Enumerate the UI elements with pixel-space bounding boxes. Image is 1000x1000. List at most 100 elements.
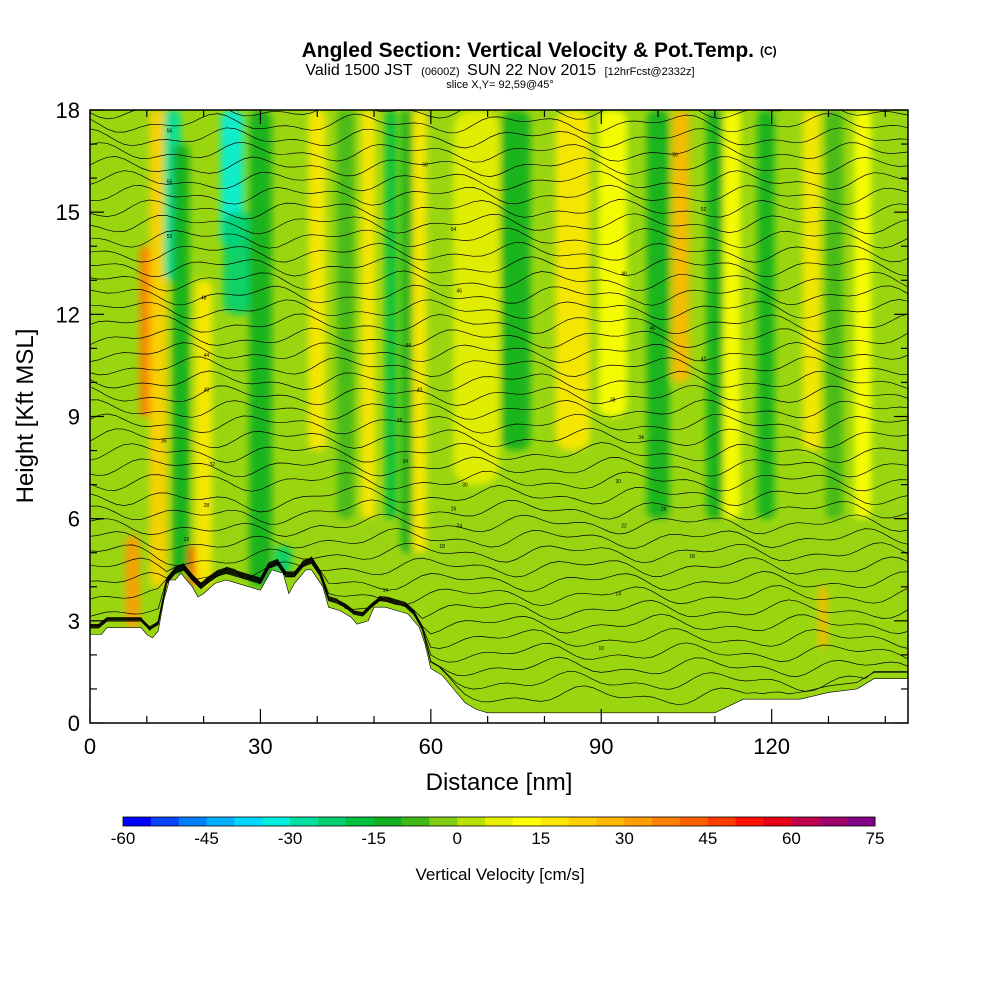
theta-contours bbox=[90, 110, 908, 706]
velocity-feature-18 bbox=[501, 110, 531, 451]
theta-label-5: 40 bbox=[204, 387, 210, 393]
colorbar-label-75: 75 bbox=[866, 829, 885, 848]
theta-label-2: 52 bbox=[167, 234, 173, 240]
theta-label-31: 22 bbox=[621, 523, 627, 529]
theta-label-4: 44 bbox=[204, 353, 210, 359]
velocity-feature-11 bbox=[308, 110, 326, 451]
colorbar-swatch-6 bbox=[290, 817, 319, 826]
chart-subtitle: Valid 1500 JST (0600Z) SUN 22 Nov 2015 [… bbox=[305, 62, 694, 79]
axis-ticks bbox=[89, 109, 908, 724]
y-tick-label-3: 3 bbox=[68, 609, 80, 634]
subtitle-date: SUN 22 Nov 2015 bbox=[467, 62, 596, 79]
theta-contour-34 bbox=[90, 199, 908, 220]
theta-contour-25 bbox=[90, 327, 908, 349]
theta-contour-14 bbox=[90, 485, 908, 513]
theta-label-16: 34 bbox=[402, 459, 408, 465]
colorbar-swatch-14 bbox=[512, 817, 542, 826]
theta-label-30: 26 bbox=[661, 506, 667, 512]
theta-label-26: 42 bbox=[701, 357, 707, 363]
subtitle-valid: Valid 1500 JST bbox=[305, 62, 413, 79]
colorbar-label-15: 15 bbox=[531, 829, 550, 848]
theta-label-11: 54 bbox=[451, 227, 457, 233]
x-tick-label-90: 90 bbox=[589, 734, 613, 759]
velocity-feature-6 bbox=[195, 280, 213, 587]
theta-label-25: 46 bbox=[650, 326, 656, 332]
theta-label-14: 40 bbox=[417, 387, 423, 393]
velocity-feature-2 bbox=[149, 110, 167, 587]
colorbar-swatch-3 bbox=[206, 817, 235, 826]
theta-label-7: 32 bbox=[209, 462, 215, 468]
colorbar-label-0: 0 bbox=[452, 829, 461, 848]
theta-contour-24 bbox=[90, 342, 908, 363]
theta-contour-19 bbox=[90, 413, 908, 435]
colorbar-swatch-4 bbox=[234, 817, 263, 826]
velocity-feature-29 bbox=[854, 110, 872, 519]
theta-contour-4 bbox=[90, 559, 908, 649]
colorbar-label-60: 60 bbox=[782, 829, 801, 848]
velocity-feature-25 bbox=[757, 110, 775, 519]
theta-contour-3 bbox=[90, 560, 908, 663]
theta-label-29: 30 bbox=[616, 479, 622, 485]
colorbar-swatch-2 bbox=[178, 817, 208, 826]
colorbar-swatch-0 bbox=[123, 817, 152, 826]
theta-contour-28 bbox=[90, 284, 908, 306]
subtitle-utc: (0600Z) bbox=[421, 66, 460, 78]
theta-contour-10 bbox=[90, 542, 908, 566]
theta-contour-11 bbox=[90, 527, 908, 551]
chart-title: Angled Section: Vertical Velocity & Pot.… bbox=[302, 39, 754, 62]
theta-label-15: 36 bbox=[397, 418, 403, 424]
theta-contour-1 bbox=[90, 562, 908, 692]
colorbar-swatch-21 bbox=[707, 817, 737, 826]
theta-label-20: 18 bbox=[439, 544, 445, 550]
velocity-feature-27 bbox=[825, 110, 843, 519]
colorbar-title: Vertical Velocity [cm/s] bbox=[415, 865, 584, 884]
velocity-feature-26 bbox=[802, 110, 820, 451]
colorbar-swatch-8 bbox=[345, 817, 375, 826]
theta-label-1: 56 bbox=[167, 180, 173, 186]
colorbar-swatch-24 bbox=[791, 817, 820, 826]
colorbar-swatch-5 bbox=[262, 817, 291, 826]
theta-contour-40 bbox=[90, 113, 908, 135]
velocity-feature-4 bbox=[172, 144, 190, 574]
theta-label-34: 10 bbox=[598, 646, 604, 652]
theta-label-21: 14 bbox=[383, 588, 389, 594]
colorbar-swatch-18 bbox=[624, 817, 653, 826]
theta-contour-26 bbox=[90, 313, 908, 335]
velocity-feature-13 bbox=[361, 110, 376, 519]
theta-label-24: 48 bbox=[621, 271, 627, 277]
theta-label-6: 36 bbox=[161, 438, 167, 444]
colorbar-label-45: 45 bbox=[698, 829, 717, 848]
theta-label-32: 18 bbox=[689, 554, 695, 560]
theta-contour-35 bbox=[90, 184, 908, 206]
colorbar-swatch-25 bbox=[819, 817, 848, 826]
theta-contour-9 bbox=[90, 556, 908, 581]
x-tick-label-60: 60 bbox=[419, 734, 443, 759]
colorbar-swatch-12 bbox=[457, 817, 486, 826]
theta-contour-22 bbox=[90, 370, 908, 392]
colorbar-swatch-15 bbox=[540, 817, 570, 826]
theta-contour-0 bbox=[90, 562, 908, 706]
theta-label-17: 30 bbox=[462, 483, 468, 489]
x-tick-label-120: 120 bbox=[753, 734, 790, 759]
theta-contour-38 bbox=[90, 141, 908, 163]
theta-contour-37 bbox=[90, 156, 908, 177]
theta-contour-39 bbox=[90, 127, 908, 149]
colorbar-swatch-1 bbox=[150, 817, 180, 826]
theta-label-12: 46 bbox=[456, 288, 462, 294]
theta-label-19: 24 bbox=[456, 523, 462, 529]
theta-contour-31 bbox=[90, 241, 908, 263]
theta-label-10: 56 bbox=[422, 162, 428, 168]
theta-label-23: 52 bbox=[701, 207, 707, 213]
theta-contour-21 bbox=[90, 384, 908, 406]
y-tick-label-9: 9 bbox=[68, 405, 80, 430]
theta-label-8: 28 bbox=[204, 503, 210, 509]
colorbar-swatch-20 bbox=[680, 817, 709, 826]
colorbar-label--45: -45 bbox=[194, 829, 219, 848]
colorbar-label--15: -15 bbox=[361, 829, 386, 848]
colorbar-swatch-22 bbox=[735, 817, 765, 826]
velocity-feature-17 bbox=[453, 110, 499, 485]
theta-contour-labels: 56 56 52 48 44 40 36 32 28 22 56 54 46 44 40 36 34 30 26 24… bbox=[161, 128, 706, 652]
theta-contour-18 bbox=[90, 427, 908, 449]
theta-contour-27 bbox=[90, 299, 908, 320]
subtitle-forecast: [12hrFcst@2332z] bbox=[605, 66, 695, 78]
